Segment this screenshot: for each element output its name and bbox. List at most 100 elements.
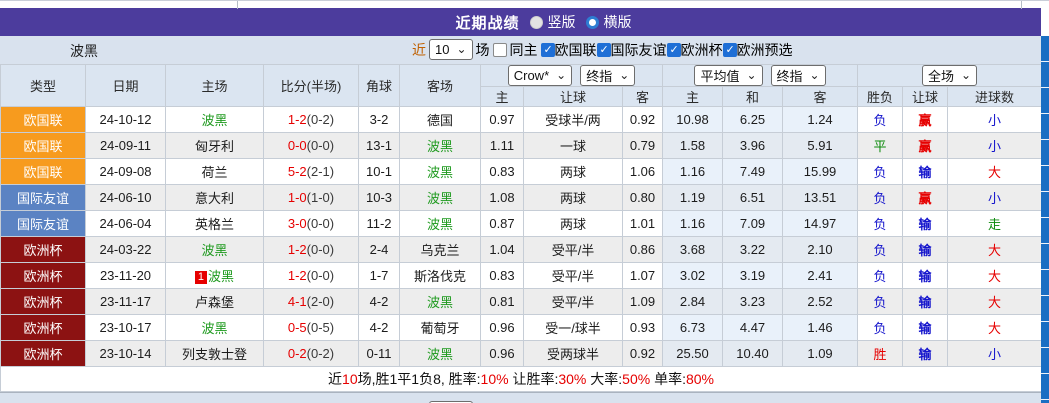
avg-odds-away: 1.46 [782, 314, 859, 341]
away-team-name[interactable]: 波黑 [426, 191, 453, 206]
radio-horizontal-layout[interactable]: 横版 [585, 12, 632, 32]
league-checkbox[interactable] [722, 42, 737, 57]
league-checkbox[interactable] [596, 42, 611, 57]
corner-score: 4-2 [358, 314, 400, 341]
match-count-select[interactable]: 10 ⌄ [429, 39, 473, 60]
summary-text: 单率: [650, 371, 686, 387]
unit-label: 场 [475, 41, 490, 58]
home-team-name[interactable]: 列支敦士登 [181, 347, 247, 362]
avg-odds-away: 1.24 [782, 106, 859, 133]
summary-stat-value: 10 [342, 371, 358, 387]
home-team-name[interactable]: 意大利 [194, 191, 234, 206]
fulltime-score: 1-0 [287, 190, 307, 205]
bookmaker-header-cell: Crow* ⌄ 终指 ⌄ [479, 64, 664, 87]
right-edge-column[interactable] [1041, 36, 1049, 403]
corner-score: 10-1 [358, 158, 400, 185]
handicap-line: 受两球半 [523, 340, 623, 367]
away-team-cell: 波黑 [399, 184, 481, 211]
chevron-down-icon: ⌄ [456, 41, 467, 56]
sub-col-header: 客 [782, 86, 859, 107]
league-badge: 国际友谊 [0, 184, 86, 211]
away-team-name[interactable]: 波黑 [426, 295, 453, 310]
odds-home: 0.83 [480, 262, 524, 289]
summary-stat-value: 80% [685, 371, 714, 387]
home-team-name[interactable]: 荷兰 [201, 165, 228, 180]
radio-vertical-layout[interactable]: 竖版 [529, 12, 576, 32]
corner-score: 3-2 [358, 106, 400, 133]
away-team-name[interactable]: 德国 [426, 113, 453, 128]
match-date: 23-10-14 [85, 340, 166, 367]
avg-odds-home: 1.16 [662, 158, 724, 185]
fullmatch-select[interactable]: 全场 ⌄ [922, 65, 978, 86]
match-date: 24-06-04 [85, 210, 166, 237]
match-row: 欧国联 24-10-12 波黑 1-2(0-2) 3-2 德国 0.97 受球半/两 0.92 1… [0, 106, 1043, 133]
odds-home: 0.96 [480, 314, 524, 341]
fulltime-score: 3-0 [287, 216, 307, 231]
avg-odds-draw: 3.96 [722, 132, 784, 159]
odds-home: 0.97 [480, 106, 524, 133]
handicap-line: 两球 [523, 184, 623, 211]
final-odds-select-1[interactable]: 终指 ⌄ [580, 65, 636, 86]
sub-col-header: 进球数 [947, 86, 1043, 107]
league-checkbox[interactable] [540, 42, 555, 57]
odds-away: 0.92 [621, 340, 664, 367]
league-checkbox[interactable] [666, 42, 681, 57]
home-team-name[interactable]: 波黑 [201, 243, 228, 258]
match-date: 24-03-22 [85, 236, 166, 263]
match-date: 24-06-10 [85, 184, 166, 211]
chevron-down-icon: ⌄ [556, 67, 567, 82]
avg-odds-away: 14.97 [782, 210, 859, 237]
home-team-cell: 英格兰 [165, 210, 264, 237]
away-team-cell: 葡萄牙 [399, 314, 481, 341]
league-checkbox-label: 国际友谊 [610, 41, 667, 58]
home-team-cell: 1 波黑 [165, 262, 264, 289]
result-handicap: 赢 [902, 132, 949, 159]
col-header-date: 日期 [85, 64, 166, 107]
league-badge: 欧洲杯 [0, 340, 86, 367]
match-score: 1-2(0-2) [263, 106, 359, 133]
match-row: 国际友谊 24-06-04 英格兰 3-0(0-0) 11-2 波黑 0.87 两球 1.01 1… [0, 210, 1043, 237]
fulltime-score: 1-2 [287, 268, 307, 283]
away-team-name[interactable]: 波黑 [426, 217, 453, 232]
odds-away: 1.07 [621, 262, 664, 289]
away-team-name[interactable]: 斯洛伐克 [413, 269, 466, 284]
result-handicap: 赢 [902, 184, 949, 211]
halftime-score: (0-2) [306, 112, 335, 127]
home-team-name[interactable]: 波黑 [207, 269, 234, 284]
home-team-cell: 列支敦士登 [165, 340, 264, 367]
league-badge: 欧洲杯 [0, 262, 86, 289]
halftime-score: (0-5) [306, 320, 335, 335]
home-team-name[interactable]: 英格兰 [194, 217, 234, 232]
away-team-name[interactable]: 波黑 [426, 165, 453, 180]
home-team-name[interactable]: 卢森堡 [194, 295, 234, 310]
avg-odds-away: 2.52 [782, 288, 859, 315]
away-team-name[interactable]: 波黑 [426, 347, 453, 362]
match-row: 欧洲杯 24-03-22 波黑 1-2(0-0) 2-4 乌克兰 1.04 受平/半 0.86 3… [0, 236, 1043, 263]
final-odds-select-2[interactable]: 终指 ⌄ [770, 65, 826, 86]
home-team-name[interactable]: 匈牙利 [194, 139, 234, 154]
next-match-count-select[interactable]: 10 ⌄ [429, 401, 473, 403]
sub-col-header: 客 [621, 86, 664, 107]
odds-home: 0.81 [480, 288, 524, 315]
avg-odds-home: 3.68 [662, 236, 724, 263]
near-label: 近 [412, 41, 426, 58]
fullmatch-select-value: 全场 [928, 69, 955, 84]
same-home-checkbox[interactable] [492, 42, 507, 57]
league-checkbox-label: 欧洲杯 [680, 41, 723, 58]
avg-odds-draw: 6.25 [722, 106, 784, 133]
bookmaker-select[interactable]: Crow* ⌄ [507, 65, 573, 86]
home-team-name[interactable]: 波黑 [201, 113, 228, 128]
chevron-down-icon: ⌄ [746, 67, 757, 82]
home-team-name[interactable]: 波黑 [201, 321, 228, 336]
away-team-name[interactable]: 波黑 [426, 139, 453, 154]
handicap-line: 两球 [523, 158, 623, 185]
average-select[interactable]: 平均值 ⌄ [694, 65, 763, 86]
away-team-name[interactable]: 乌克兰 [420, 243, 460, 258]
result-goals: 小 [947, 184, 1043, 211]
col-header-home: 主场 [165, 64, 264, 107]
home-team-cell: 波黑 [165, 236, 264, 263]
away-team-name[interactable]: 葡萄牙 [420, 321, 460, 336]
match-score: 3-0(0-0) [263, 210, 359, 237]
halftime-score: (2-0) [306, 294, 335, 309]
